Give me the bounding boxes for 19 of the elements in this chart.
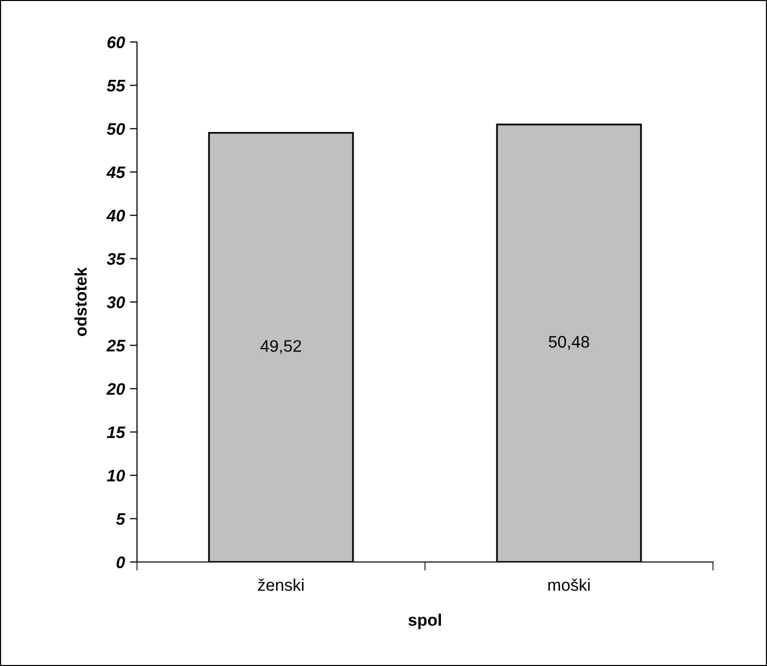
x-tick-label: moški	[548, 578, 590, 591]
y-tick-label: 20	[106, 383, 126, 395]
y-tick-label: 40	[106, 210, 126, 222]
y-tick-label: 50	[106, 123, 126, 135]
x-axis-title: spol	[408, 614, 441, 630]
y-tick-label: 15	[106, 426, 126, 438]
x-tick-label: ženski	[258, 578, 304, 591]
data-label: 49,52	[260, 340, 302, 354]
y-tick-label: 5	[116, 513, 126, 525]
data-label: 50,48	[548, 336, 590, 350]
y-axis-title: odstotek	[74, 267, 87, 336]
y-tick-label: 45	[106, 166, 126, 178]
y-tick-label: 35	[106, 253, 126, 265]
y-tick-label: 55	[106, 80, 126, 92]
y-tick-label: 30	[106, 296, 126, 308]
y-tick-label: 0	[116, 556, 126, 568]
y-tick-label: 60	[107, 36, 126, 48]
y-tick-label: 10	[106, 470, 126, 482]
y-tick-label: 25	[106, 340, 126, 352]
